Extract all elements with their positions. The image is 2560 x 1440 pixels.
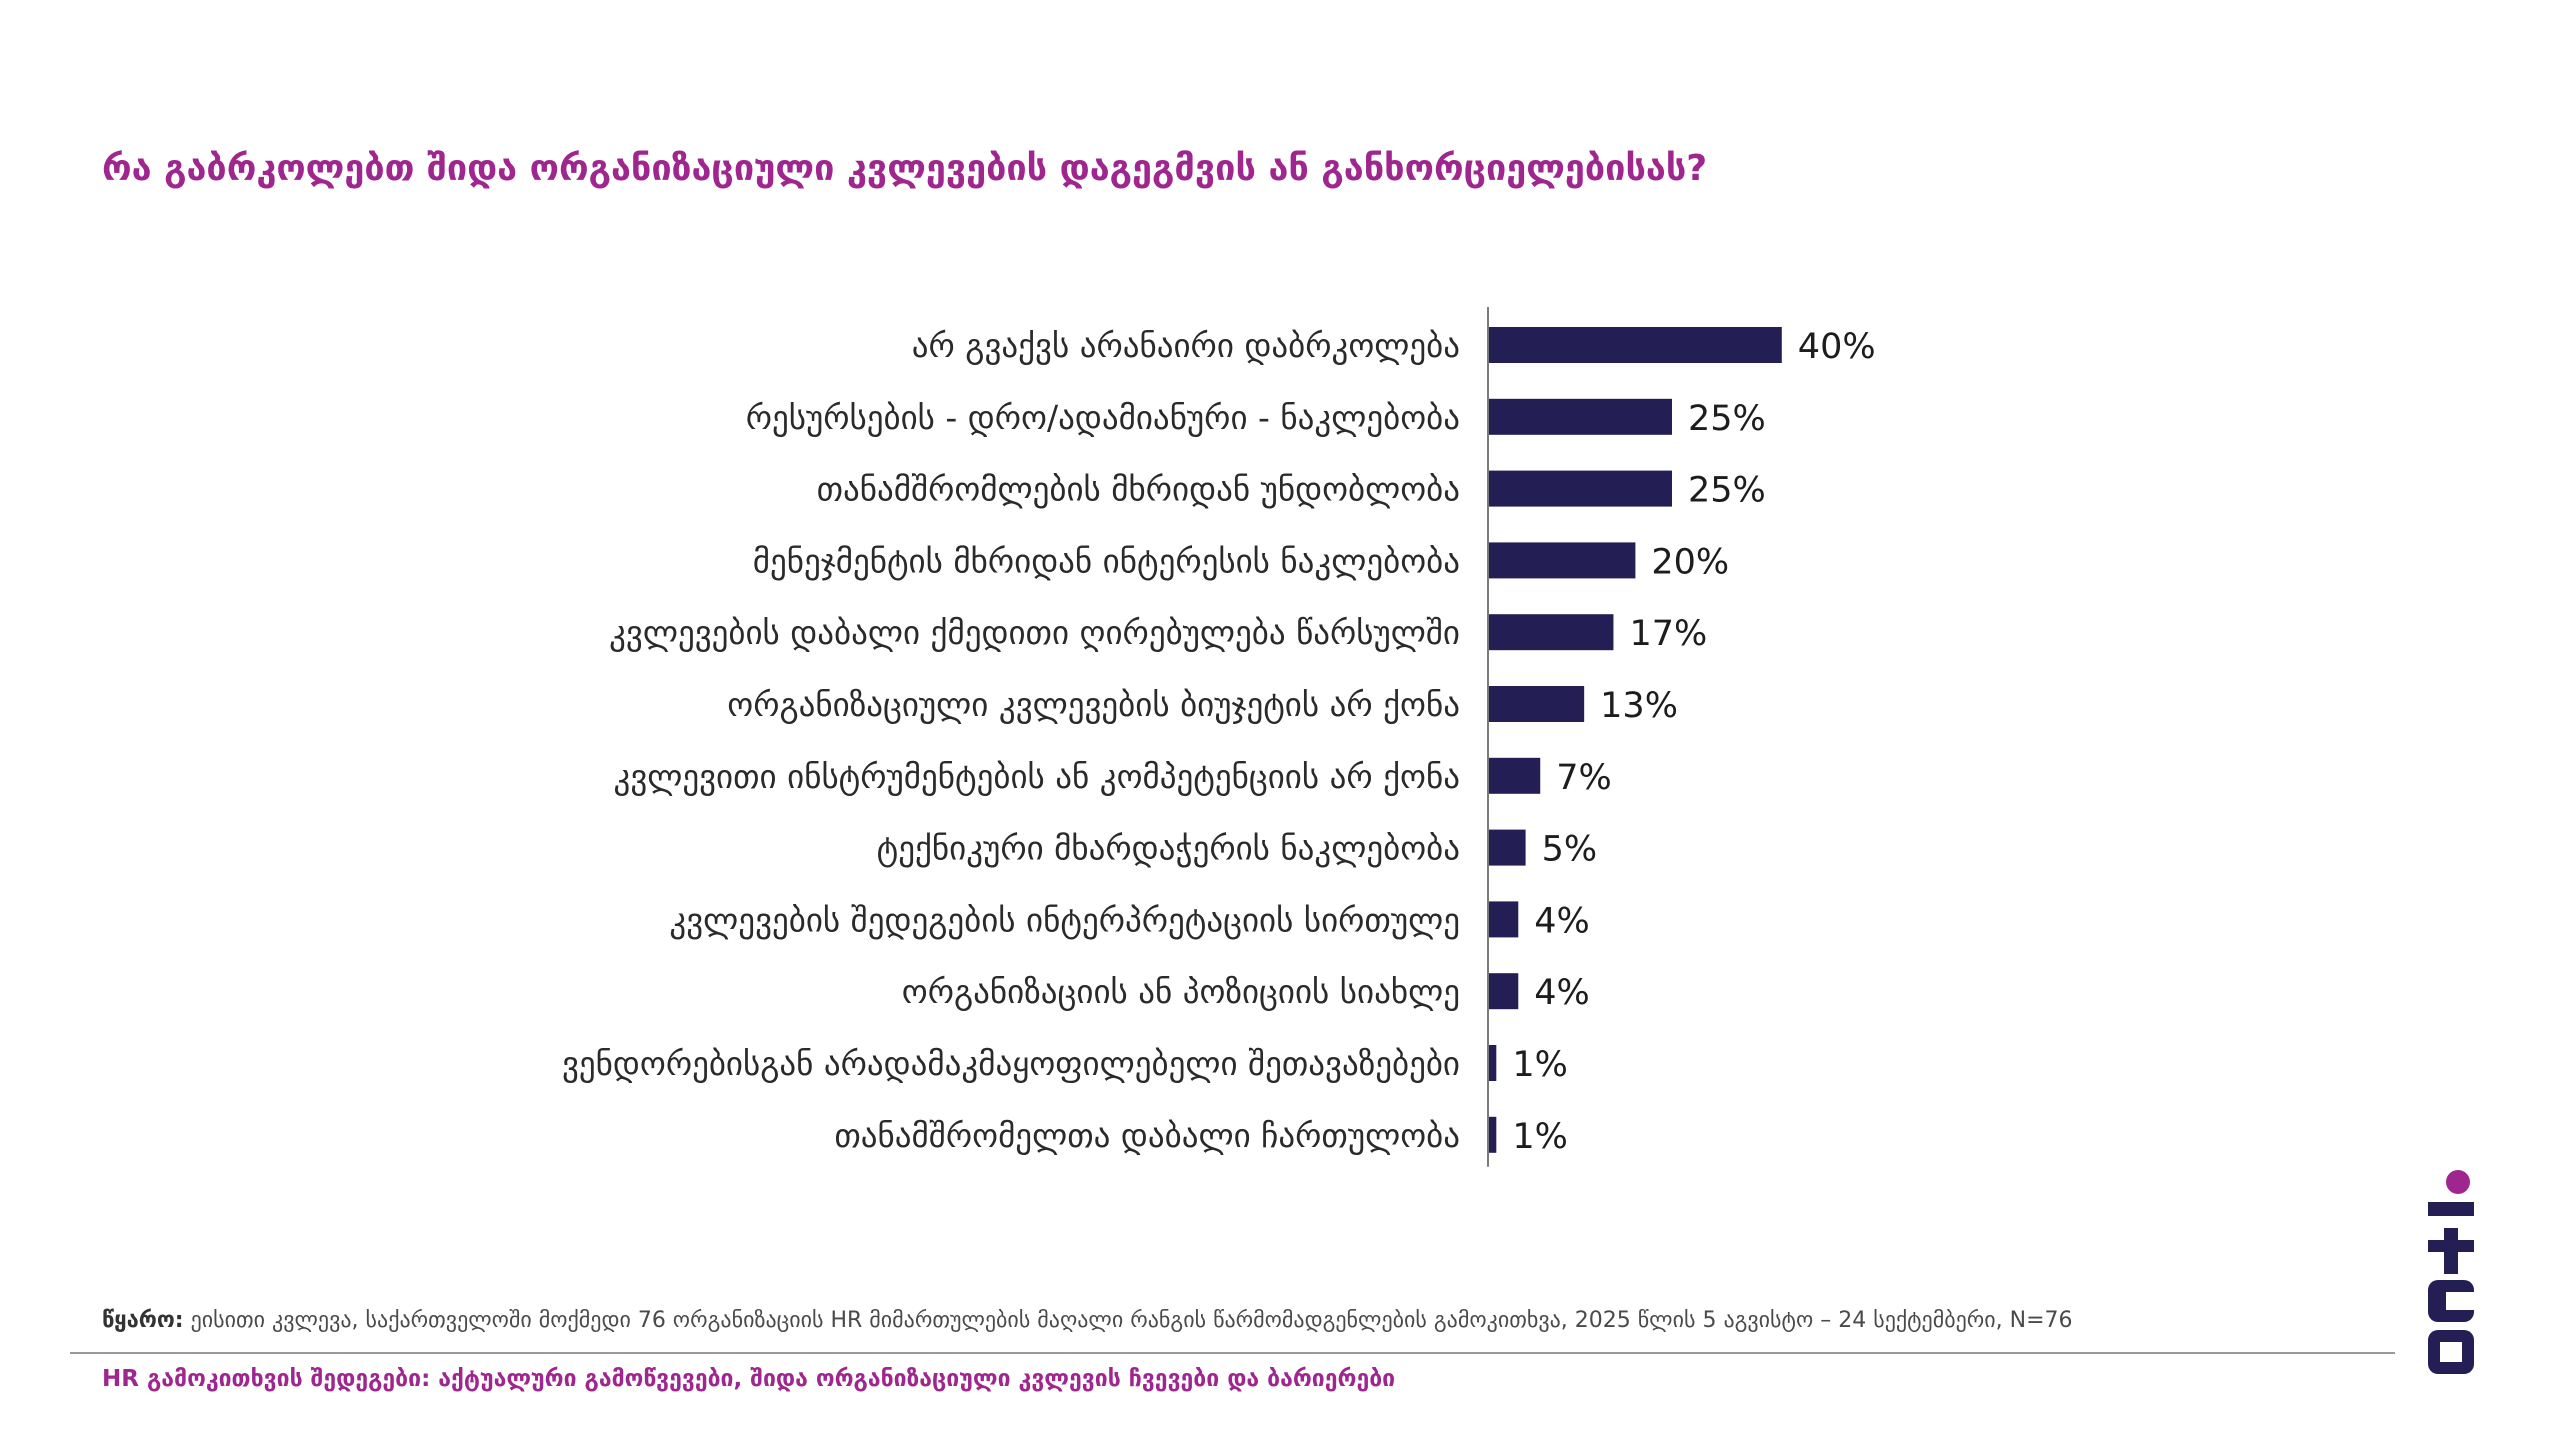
bar [1489,327,1782,363]
bar [1489,901,1519,938]
value-label: 4% [1534,901,1590,941]
value-label: 13% [1600,686,1678,726]
bar [1489,1045,1497,1081]
bar [1489,1116,1497,1153]
category-label: მენეჯმენტის მხრიდან ინტერესის ნაკლებობა [753,541,1460,580]
category-label: ორგანიზაციის ან პოზიციის სიახლე [902,972,1460,1011]
bars-group: არ გვაქვს არანაირი დაბრკოლება 40% რესურსებ… [562,326,1876,1157]
category-label: თანამშრომლების მხრიდან უნდობლობა [817,470,1460,509]
bar [1489,686,1585,722]
bar [1489,542,1636,579]
source-text: ეისითი კვლევა, საქართველოში მოქმედი 76 ო… [183,1308,2073,1333]
bar [1489,757,1541,794]
value-label: 5% [1542,830,1598,870]
value-label: 1% [1512,1117,1568,1157]
category-label: ორგანიზაციული კვლევების ბიუჯეტის არ ქონა [727,685,1460,724]
category-label: არ გვაქვს არანაირი დაბრკოლება [912,326,1460,365]
category-label: რესურსების - დრო/ადამიანური - ნაკლებობა [746,398,1460,437]
value-label: 17% [1629,614,1707,654]
value-label: 20% [1651,542,1729,582]
category-label: კვლევითი ინსტრუმენტების ან კომპეტენციის … [613,757,1460,796]
bar [1489,829,1526,866]
acti-logo-icon [2428,1170,2474,1374]
bar [1489,470,1672,507]
value-label: 4% [1534,973,1590,1013]
value-label: 7% [1556,758,1612,798]
value-label: 25% [1688,399,1766,439]
bar-chart: არ გვაქვს არანაირი დაბრკოლება 40% რესურსებ… [562,307,1876,1167]
source-label: წყარო: [102,1308,184,1333]
bar [1489,973,1519,1010]
value-label: 25% [1688,471,1766,511]
page-title: რა გაბრკოლებთ შიდა ორგანიზაციული კვლევებ… [102,148,1708,189]
footer-title: HR გამოკითხვის შედეგები: აქტუალური გამოწ… [102,1366,1396,1392]
value-label: 40% [1798,327,1876,367]
category-label: თანამშრომელთა დაბალი ჩართულობა [834,1116,1460,1155]
source-note: წყარო: ეისითი კვლევა, საქართველოში მოქმე… [102,1308,2073,1333]
category-label: კვლევების შედეგების ინტერპრეტაციის სირთუ… [669,900,1460,939]
bar [1489,398,1672,435]
bar [1489,614,1614,651]
category-label: კვლევების დაბალი ქმედითი ღირებულება წარს… [609,613,1460,652]
value-label: 1% [1512,1045,1568,1085]
footer-divider [70,1352,2395,1354]
category-label: ტექნიკური მხარდაჭერის ნაკლებობა [877,829,1460,868]
category-label: ვენდორებისგან არადამაკმაყოფილებელი შეთავ… [562,1044,1460,1083]
